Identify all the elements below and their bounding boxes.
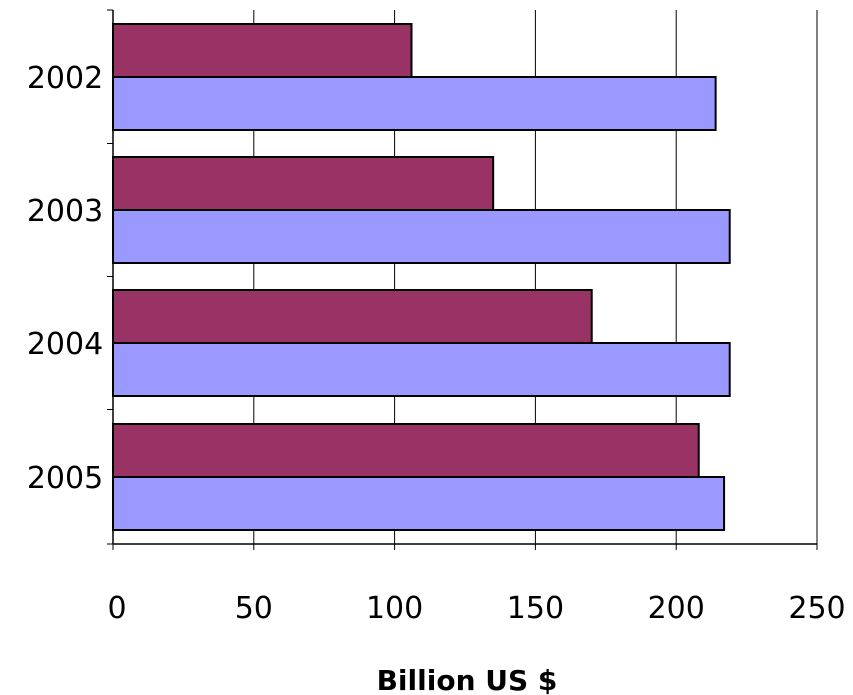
bar-series1-2004 xyxy=(112,289,593,344)
x-axis-title: Billion US $ xyxy=(377,664,558,695)
y-tick-label-2002: 2002 xyxy=(27,61,103,96)
bar-series2-2005 xyxy=(112,476,726,531)
bar-series2-2004 xyxy=(112,342,731,397)
bar-series1-2005 xyxy=(112,423,700,478)
y-tick-label-2005: 2005 xyxy=(27,461,103,496)
bars xyxy=(112,23,731,531)
x-tick-label-0: 0 xyxy=(107,591,126,626)
y-tick-label-2004: 2004 xyxy=(27,327,103,362)
x-tick-label-200: 200 xyxy=(648,591,705,626)
y-tick-label-2003: 2003 xyxy=(27,194,103,229)
x-tick-label-250: 250 xyxy=(788,591,845,626)
bar-series2-2002 xyxy=(112,76,717,131)
bar-series1-2003 xyxy=(112,156,495,211)
bar-series2-2003 xyxy=(112,209,731,264)
bar-series1-2002 xyxy=(112,23,413,78)
x-tick-label-100: 100 xyxy=(366,591,423,626)
x-tick-label-150: 150 xyxy=(507,591,564,626)
x-tick-label-50: 50 xyxy=(235,591,273,626)
axes: 2002 2003 2004 2005 0 50 100 150 200 250 xyxy=(27,9,846,626)
